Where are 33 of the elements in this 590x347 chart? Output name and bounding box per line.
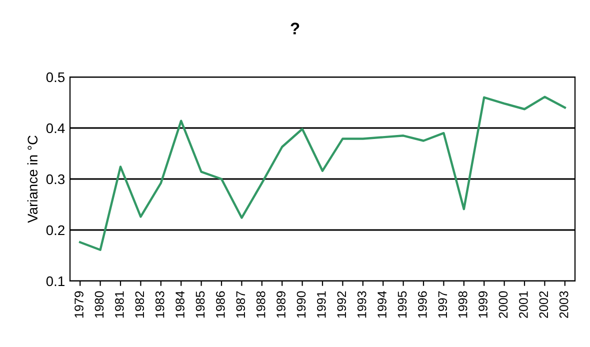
- x-tick-label: 1994: [378, 291, 386, 318]
- x-tick-label: 1995: [398, 291, 407, 318]
- y-axis-title: Variance in °C: [27, 136, 38, 223]
- line-series: [78, 96, 566, 251]
- y-tick-label: 0.5: [46, 72, 65, 82]
- x-tick-label: 1991: [317, 291, 326, 318]
- y-tick-label: 0.2: [46, 225, 64, 236]
- x-tick-label: 1999: [478, 291, 488, 318]
- y-tick-label: 0.3: [46, 174, 65, 184]
- x-tick-label: 2002: [539, 291, 548, 318]
- x-tick-label: 1987: [236, 291, 246, 318]
- x-tick-label: 1997: [438, 291, 448, 318]
- x-tick-label: 1988: [256, 291, 266, 318]
- x-tick-label: 2001: [519, 291, 528, 318]
- x-tick-label: 1993: [357, 291, 366, 318]
- x-tick-label: 1986: [216, 291, 225, 318]
- x-tick-label: 1979: [74, 291, 84, 318]
- x-tick-label: 1998: [458, 291, 468, 318]
- x-tick-label: 1990: [296, 291, 306, 318]
- x-tick-label: 1981: [115, 291, 124, 318]
- y-tick-label: 0.4: [46, 123, 65, 134]
- x-tick-label: 1984: [176, 291, 184, 318]
- y-tick-label: 0.1: [46, 276, 64, 286]
- x-tick-label: 1996: [418, 291, 427, 318]
- x-tick-label: 2000: [498, 291, 508, 318]
- chart-title: ?: [290, 22, 300, 34]
- x-tick-label: 1982: [135, 291, 144, 318]
- x-tick-label: 1985: [196, 291, 205, 318]
- x-tick-label: 1989: [276, 291, 286, 318]
- x-tick-label: 1980: [94, 291, 104, 318]
- x-tick-label: 1992: [337, 291, 346, 318]
- x-tick-label: 1983: [155, 291, 164, 318]
- x-tick-label: 2003: [559, 291, 568, 318]
